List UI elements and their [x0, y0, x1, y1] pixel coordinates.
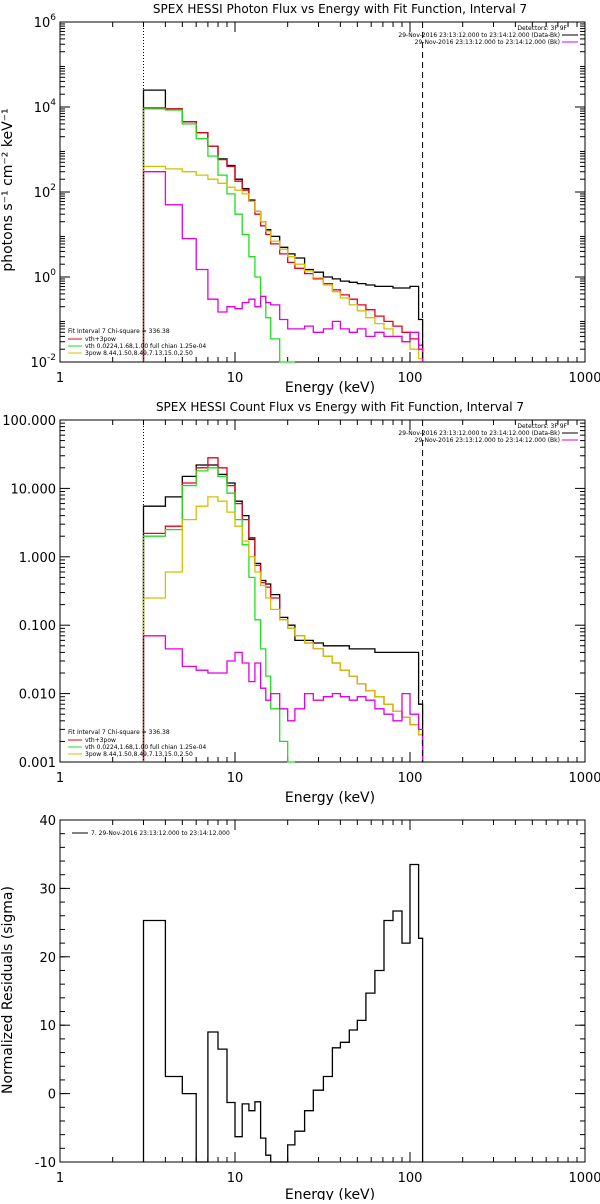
- count-flux-y-tick-label: 1.000: [19, 551, 56, 566]
- count-flux-y-tick-label: 0.001: [19, 756, 56, 771]
- count-flux-y-tick-label: 100.000: [2, 414, 56, 429]
- photon-flux-y-tick-label: 104: [34, 98, 57, 116]
- photon-flux-legend-header: Detectors: 3F 9F: [517, 25, 567, 32]
- photon-flux-y-tick-label: 102: [34, 183, 56, 201]
- photon-flux-series: [142, 89, 424, 363]
- photon-flux-legend-entry: 29-Nov-2016 23:13:12.000 to 23:14:12.000…: [415, 39, 560, 46]
- photon-flux-legend-topright: Detectors: 3F 9F 29-Nov-2016 23:13:12.00…: [398, 25, 578, 46]
- residuals-legend-entry: 7. 29-Nov-2016 23:13:12.000 to 23:14:12.…: [91, 830, 230, 837]
- residuals-x-tick-label: 1: [56, 1171, 64, 1186]
- photon-flux-legend-entry: 29-Nov-2016 23:13:12.000 to 23:14:12.000…: [398, 32, 560, 39]
- count-flux-x-tick-label: 1: [56, 771, 64, 786]
- photon-flux-vlines: [142, 22, 424, 362]
- residuals-y-tick-label: 20: [39, 951, 56, 966]
- residuals-series: [142, 863, 424, 1163]
- photon-flux-fit-entry: 3pow 8.44,1.50,8.49,7.13,15.0,2.50: [85, 350, 193, 357]
- count-flux-x-tick-label: 10: [227, 771, 244, 786]
- photon-flux-y-tick-label: 106: [34, 13, 57, 31]
- residuals-legend: 7. 29-Nov-2016 23:13:12.000 to 23:14:12.…: [72, 830, 230, 837]
- count-flux-fit-entry: 3pow 8.44,1.50,8.49,7.13,15.0,2.50: [85, 751, 193, 758]
- count-flux-powerlaw-line: [142, 496, 424, 762]
- count-flux-legend-topright: Detectors: 3F 9F 29-Nov-2016 23:13:12.00…: [398, 423, 578, 444]
- photon-flux-fit-header: Fit Interval 7 Chi-square = 336.38: [68, 328, 170, 335]
- photon-flux-powerlaw-line: [142, 165, 423, 362]
- count-flux-y-ticks: 0.001 0.010 0.100 1.000 10.000 100.000: [2, 414, 585, 771]
- count-flux-y-tick-label: 0.100: [19, 619, 56, 634]
- residuals-x-tick-label: 10: [227, 1171, 244, 1186]
- count-flux-y-tick-label: 0.010: [19, 688, 56, 703]
- residuals-data-line: [142, 863, 424, 1163]
- residuals-ylabel: Normalized Residuals (sigma): [0, 886, 16, 1094]
- residuals-panel: Energy (keV) Normalized Residuals (sigma…: [0, 814, 600, 1203]
- residuals-plot-frame: [59, 819, 586, 1163]
- count-flux-legend-bottomleft: Fit Interval 7 Chi-square = 336.38 vth+3…: [68, 729, 206, 758]
- residuals-y-tick-label: 0: [48, 1088, 56, 1103]
- residuals-y-tick-label: 30: [39, 882, 56, 897]
- photon-flux-x-tick-label: 1: [56, 371, 64, 386]
- photon-flux-x-tick-label: 100: [398, 371, 423, 386]
- photon-flux-y-tick-label: 100: [34, 268, 57, 286]
- photon-flux-x-tick-label: 10: [227, 371, 244, 386]
- residuals-y-ticks: -10 0 10 20 30 40: [35, 814, 585, 1171]
- count-flux-fit-entry: vth+3pow: [85, 737, 116, 744]
- count-flux-x-tick-label: 1000: [568, 771, 600, 786]
- photon-flux-fit-entry: vth 0.0224,1.68,1.00 full chian 1.25e-04: [85, 343, 206, 350]
- count-flux-xlabel: Energy (keV): [285, 790, 375, 806]
- residuals-y-tick-label: -10: [35, 1156, 56, 1171]
- count-flux-legend-entry: 29-Nov-2016 23:13:12.000 to 23:14:12.000…: [398, 430, 560, 437]
- photon-flux-panel: SPEX HESSI Photon Flux vs Energy with Fi…: [0, 2, 600, 396]
- photon-flux-ylabel: photons s⁻¹ cm⁻² keV⁻¹: [0, 108, 16, 271]
- photon-flux-background-line: [142, 171, 424, 362]
- residuals-x-tick-label: 100: [398, 1171, 423, 1186]
- count-flux-panel: SPEX HESSI Count Flux vs Energy with Fit…: [2, 400, 600, 806]
- count-flux-legend-entry: 29-Nov-2016 23:13:12.000 to 23:14:12.000…: [415, 437, 560, 444]
- count-flux-series: [142, 457, 424, 763]
- residuals-y-tick-label: 10: [39, 1019, 56, 1034]
- count-flux-legend-header: Detectors: 3F 9F: [517, 423, 567, 430]
- count-flux-y-tick-label: 10.000: [11, 482, 57, 497]
- photon-flux-total-line: [142, 107, 424, 362]
- count-flux-x-ticks: 1 10 100 1000: [56, 420, 600, 786]
- photon-flux-thermal-line: [142, 108, 295, 363]
- count-flux-title: SPEX HESSI Count Flux vs Energy with Fit…: [156, 400, 524, 414]
- count-flux-x-tick-label: 100: [398, 771, 423, 786]
- photon-flux-fit-entry: vth+3pow: [85, 336, 116, 343]
- count-flux-data-line: [142, 464, 424, 762]
- photon-flux-xlabel: Energy (keV): [285, 380, 375, 396]
- photon-flux-y-ticks: 10-2 100 102 104 106: [30, 13, 585, 371]
- residuals-xlabel: Energy (keV): [285, 1187, 375, 1200]
- count-flux-background-line: [142, 635, 424, 762]
- residuals-x-tick-label: 1000: [568, 1171, 600, 1186]
- photon-flux-y-tick-label: 10-2: [30, 353, 56, 371]
- count-flux-plot-frame: [59, 419, 586, 763]
- photon-flux-title: SPEX HESSI Photon Flux vs Energy with Fi…: [153, 2, 527, 16]
- count-flux-fit-entry: vth 0.0224,1.68,1.00 full chian 1.25e-04: [85, 744, 206, 751]
- count-flux-vlines: [142, 420, 424, 762]
- residuals-y-tick-label: 40: [39, 814, 56, 829]
- photon-flux-legend-bottomleft: Fit Interval 7 Chi-square = 336.38 vth+3…: [68, 328, 206, 357]
- count-flux-fit-header: Fit Interval 7 Chi-square = 336.38: [68, 729, 170, 736]
- photon-flux-x-tick-label: 1000: [568, 371, 600, 386]
